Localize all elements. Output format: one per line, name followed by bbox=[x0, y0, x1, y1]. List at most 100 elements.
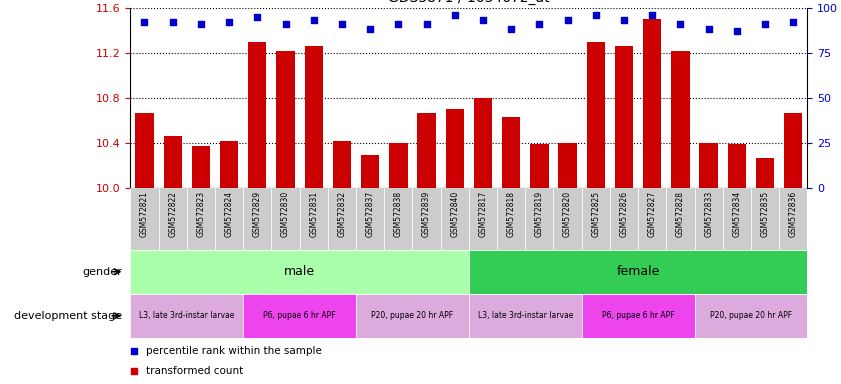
Text: GSM572829: GSM572829 bbox=[253, 191, 262, 237]
Bar bbox=[751, 188, 779, 250]
Point bbox=[476, 17, 489, 23]
Point bbox=[561, 17, 574, 23]
Bar bbox=[130, 188, 159, 250]
Bar bbox=[695, 188, 722, 250]
Text: GSM572833: GSM572833 bbox=[704, 191, 713, 237]
Text: GSM572836: GSM572836 bbox=[789, 191, 798, 237]
Bar bbox=[468, 188, 497, 250]
Text: P20, pupae 20 hr APF: P20, pupae 20 hr APF bbox=[710, 311, 792, 320]
Bar bbox=[446, 109, 464, 188]
Text: female: female bbox=[616, 265, 660, 278]
Bar bbox=[248, 41, 267, 188]
Text: GSM572821: GSM572821 bbox=[140, 191, 149, 237]
Bar bbox=[558, 143, 577, 188]
Point bbox=[138, 19, 151, 25]
Bar bbox=[587, 41, 605, 188]
Text: development stage: development stage bbox=[13, 311, 122, 321]
Bar bbox=[299, 188, 328, 250]
Bar bbox=[135, 113, 154, 188]
Bar bbox=[553, 188, 582, 250]
Bar bbox=[441, 188, 469, 250]
Bar bbox=[272, 188, 299, 250]
Text: GSM572840: GSM572840 bbox=[450, 191, 459, 237]
Bar bbox=[333, 141, 351, 188]
Text: P6, pupae 6 hr APF: P6, pupae 6 hr APF bbox=[602, 311, 674, 320]
Point bbox=[505, 26, 518, 32]
Bar bbox=[243, 294, 356, 338]
Text: gender: gender bbox=[82, 266, 122, 277]
Bar bbox=[582, 188, 610, 250]
Bar bbox=[473, 98, 492, 188]
Text: GSM572827: GSM572827 bbox=[648, 191, 657, 237]
Bar bbox=[497, 188, 526, 250]
Point bbox=[617, 17, 631, 23]
Bar bbox=[615, 46, 633, 188]
Bar bbox=[643, 19, 661, 188]
Text: GSM572832: GSM572832 bbox=[337, 191, 346, 237]
Point bbox=[222, 19, 235, 25]
Bar bbox=[722, 188, 751, 250]
Text: GSM572819: GSM572819 bbox=[535, 191, 544, 237]
Point bbox=[278, 21, 292, 27]
Point bbox=[674, 21, 687, 27]
Point bbox=[307, 17, 320, 23]
Point bbox=[759, 21, 772, 27]
Point bbox=[363, 26, 377, 32]
Bar bbox=[389, 143, 408, 188]
Point bbox=[324, 241, 337, 247]
Bar bbox=[412, 188, 441, 250]
Bar bbox=[384, 188, 412, 250]
Bar bbox=[582, 294, 695, 338]
Text: GSM572820: GSM572820 bbox=[563, 191, 572, 237]
Text: GSM572835: GSM572835 bbox=[760, 191, 770, 237]
Bar bbox=[502, 117, 521, 188]
Text: GSM572825: GSM572825 bbox=[591, 191, 600, 237]
Bar bbox=[163, 136, 182, 188]
Bar bbox=[468, 294, 582, 338]
Point bbox=[392, 21, 405, 27]
Text: percentile rank within the sample: percentile rank within the sample bbox=[145, 346, 321, 356]
Bar bbox=[356, 294, 468, 338]
Text: GSM572837: GSM572837 bbox=[366, 191, 374, 237]
Bar bbox=[671, 51, 690, 188]
Point bbox=[448, 12, 462, 18]
Bar bbox=[192, 146, 210, 188]
Point bbox=[730, 28, 743, 34]
Bar bbox=[187, 188, 215, 250]
Point bbox=[646, 12, 659, 18]
Bar bbox=[130, 294, 243, 338]
Text: L3, late 3rd-instar larvae: L3, late 3rd-instar larvae bbox=[478, 311, 573, 320]
Text: GSM572823: GSM572823 bbox=[197, 191, 205, 237]
Bar bbox=[756, 158, 775, 188]
Bar bbox=[727, 144, 746, 188]
Text: GSM572828: GSM572828 bbox=[676, 191, 685, 237]
Bar bbox=[328, 188, 356, 250]
Bar bbox=[356, 188, 384, 250]
Text: GSM572830: GSM572830 bbox=[281, 191, 290, 237]
Bar bbox=[417, 113, 436, 188]
Point bbox=[786, 19, 800, 25]
Bar bbox=[610, 188, 638, 250]
Point bbox=[324, 56, 337, 63]
Bar bbox=[779, 188, 807, 250]
Text: L3, late 3rd-instar larvae: L3, late 3rd-instar larvae bbox=[139, 311, 235, 320]
Bar bbox=[638, 188, 666, 250]
Bar bbox=[468, 250, 807, 294]
Bar bbox=[159, 188, 187, 250]
Point bbox=[336, 21, 349, 27]
Text: transformed count: transformed count bbox=[145, 366, 243, 376]
Point bbox=[194, 21, 208, 27]
Bar bbox=[220, 141, 238, 188]
Title: GDS3871 / 1634672_at: GDS3871 / 1634672_at bbox=[388, 0, 550, 5]
Bar bbox=[361, 156, 379, 188]
Text: GSM572818: GSM572818 bbox=[506, 191, 516, 237]
Bar bbox=[784, 113, 802, 188]
Bar bbox=[304, 46, 323, 188]
Text: GSM572826: GSM572826 bbox=[620, 191, 628, 237]
Bar bbox=[700, 143, 718, 188]
Text: male: male bbox=[284, 265, 315, 278]
Bar bbox=[695, 294, 807, 338]
Bar bbox=[526, 188, 553, 250]
Text: GSM572822: GSM572822 bbox=[168, 191, 177, 237]
Bar bbox=[215, 188, 243, 250]
